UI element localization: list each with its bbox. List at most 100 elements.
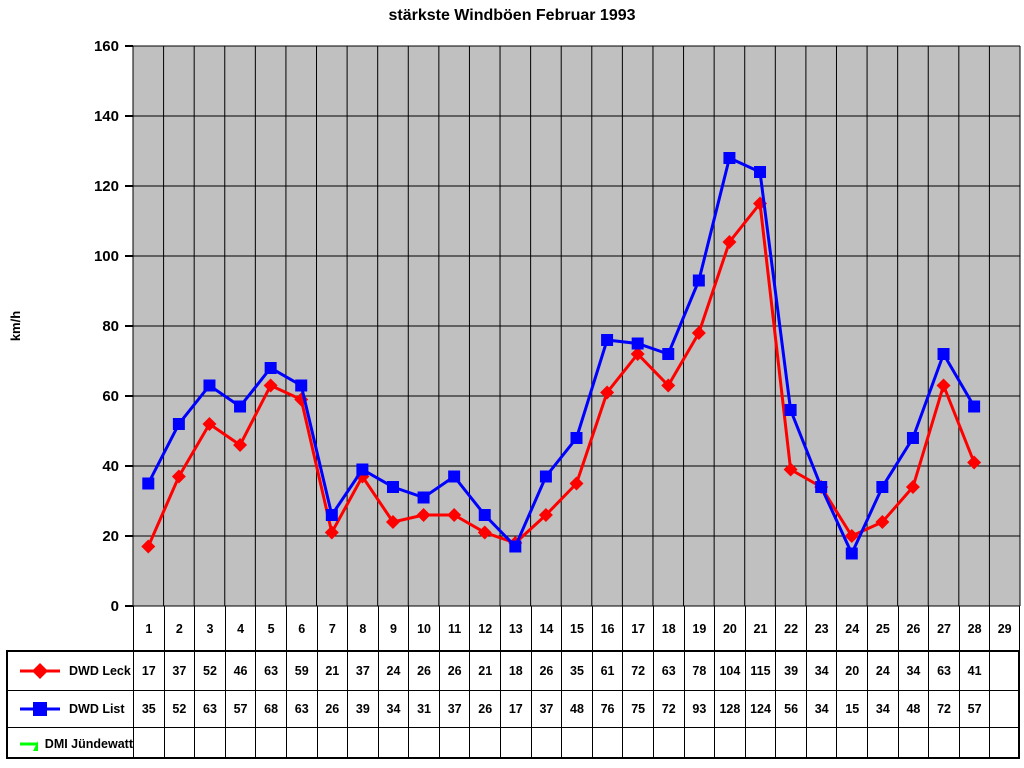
legend-item: DMI Jündewatt [7,727,133,759]
value-cell: 20 [836,652,867,690]
value-cell [408,727,439,759]
value-cell: 72 [652,690,684,727]
legend-marker [32,663,48,679]
value-cell [285,727,317,759]
value-cell: 17 [500,690,531,727]
value-cell [897,727,929,759]
value-cell: 26 [469,690,501,727]
y-tick-label: 40 [102,458,119,475]
value-cell: 48 [897,690,929,727]
value-cell: 21 [316,652,348,690]
legend-marker [33,740,38,751]
data-point [417,491,430,504]
value-cell [194,727,225,759]
value-cell: 17 [133,652,164,690]
data-point [539,470,552,483]
data-point [234,400,247,413]
data-point [875,515,890,529]
value-cell [989,727,1020,759]
triangle-marker-icon [20,740,38,751]
day-cell: 8 [347,606,378,652]
value-cell: 93 [683,690,715,727]
y-tick-label: 60 [102,388,119,405]
data-point [630,347,645,361]
value-cell: 75 [622,690,653,727]
data-point [845,547,858,560]
value-cell: 37 [347,652,378,690]
value-cell [744,727,776,759]
value-cell: 56 [775,690,806,727]
legend-item: DWD List [7,690,133,727]
legend-label: DMI Jündewatt [44,736,133,751]
value-cell: 21 [469,652,500,690]
value-cell: 34 [867,690,898,727]
value-cell: 34 [805,652,837,690]
day-cell: 27 [928,606,959,652]
chart-title: stärkste Windböen Februar 1993 [388,7,636,24]
value-cell: 72 [928,690,959,727]
value-cell [377,727,409,759]
series-line [146,155,976,558]
data-point [263,378,278,393]
value-cell: 63 [652,652,684,690]
value-cell: 104 [714,652,745,690]
day-cell: 13 [500,606,531,652]
day-cell: 16 [591,606,623,652]
value-cell [500,727,531,759]
data-point [937,348,950,360]
value-cell: 57 [224,690,256,727]
day-cell: 10 [408,606,439,652]
day-cell: 7 [316,606,348,652]
value-cell [224,727,256,759]
data-point [509,540,522,553]
data-point [601,334,614,346]
value-cell: 15 [836,690,868,727]
value-cell: 37 [163,652,195,690]
data-point [569,476,584,491]
data-point [356,463,369,476]
value-cell: 63 [928,652,959,690]
data-point [141,539,156,554]
data-point [936,378,951,393]
data-point [233,438,248,452]
value-cell: 61 [591,652,623,690]
value-cell [836,727,868,759]
day-cell: 2 [163,606,195,652]
day-cell: 19 [683,606,715,652]
value-cell: 26 [438,652,470,690]
day-cell: 17 [622,606,653,652]
value-cell: 68 [255,690,286,727]
value-cell: 78 [683,652,715,690]
legend-label: DWD List [69,702,125,716]
value-cell: 35 [133,690,164,727]
day-cell: 22 [775,606,806,652]
value-cell [438,727,470,759]
data-point [662,348,675,360]
day-cell: 9 [377,606,409,652]
value-cell [989,690,1020,727]
day-cell: 23 [805,606,837,652]
value-cell: 63 [255,652,286,690]
y-tick-label: 160 [94,38,119,55]
day-cell: 1 [133,606,164,652]
y-tick-label: 140 [94,108,119,125]
value-cell: 34 [897,652,929,690]
value-cell: 18 [500,652,531,690]
data-point [478,509,491,521]
value-cell [255,727,286,759]
value-cell: 37 [530,690,562,727]
y-tick-label: 120 [94,178,119,195]
data-point [906,432,919,444]
value-cell [133,727,164,759]
value-cell: 52 [163,690,195,727]
value-cell: 52 [194,652,225,690]
day-cell: 15 [561,606,592,652]
value-cell: 34 [377,690,409,727]
value-cell: 35 [561,652,592,690]
value-cell [591,727,623,759]
data-point [722,235,737,249]
value-cell: 59 [285,652,317,690]
day-cell: 25 [867,606,898,652]
value-cell [622,727,653,759]
y-tick-label: 80 [102,318,119,335]
